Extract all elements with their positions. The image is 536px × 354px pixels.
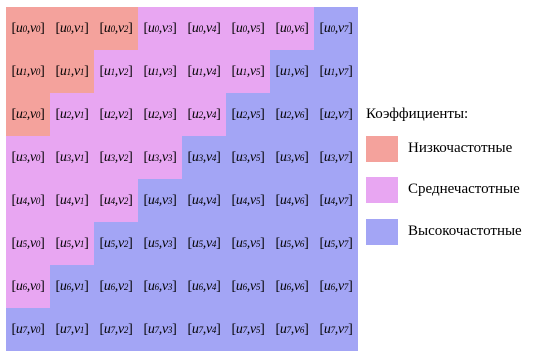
- coefficient-cell: [u 0 ,v 3]: [138, 7, 182, 50]
- coefficient-cell: [u 6 ,v 2]: [94, 265, 138, 308]
- coefficient-cell: [u 3 ,v 3]: [138, 136, 182, 179]
- coefficient-cell: [u 0 ,v 5]: [226, 7, 270, 50]
- coefficient-cell: [u 4 ,v 5]: [226, 179, 270, 222]
- coefficient-cell: [u 3 ,v 2]: [94, 136, 138, 179]
- coefficient-cell: [u 5 ,v 1]: [50, 222, 94, 265]
- coefficient-cell: [u 7 ,v 7]: [314, 308, 358, 351]
- coefficient-cell: [u 2 ,v 5]: [226, 93, 270, 136]
- coefficient-cell: [u 6 ,v 1]: [50, 265, 94, 308]
- legend-label-mid: Среднечастотные: [408, 181, 520, 197]
- coefficient-cell: [u 7 ,v 5]: [226, 308, 270, 351]
- coefficient-cell: [u 1 ,v 2]: [94, 50, 138, 93]
- coefficient-cell: [u 7 ,v 4]: [182, 308, 226, 351]
- coefficient-cell: [u 6 ,v 0]: [6, 265, 50, 308]
- coefficient-cell: [u 1 ,v 6]: [270, 50, 314, 93]
- coefficient-cell: [u 4 ,v 4]: [182, 179, 226, 222]
- coefficient-cell: [u 1 ,v 7]: [314, 50, 358, 93]
- coefficient-cell: [u 1 ,v 5]: [226, 50, 270, 93]
- legend-label-high: Высокочастотные: [408, 223, 522, 239]
- coefficient-cell: [u 4 ,v 0]: [6, 179, 50, 222]
- coefficient-cell: [u 7 ,v 0]: [6, 308, 50, 351]
- coefficient-cell: [u 5 ,v 2]: [94, 222, 138, 265]
- coefficient-cell: [u 3 ,v 6]: [270, 136, 314, 179]
- coefficient-cell: [u 5 ,v 7]: [314, 222, 358, 265]
- coefficient-cell: [u 0 ,v 0]: [6, 7, 50, 50]
- legend-item-high: Высокочастотные: [366, 219, 534, 245]
- coefficient-cell: [u 6 ,v 4]: [182, 265, 226, 308]
- high-frequency-swatch: [366, 219, 398, 245]
- coefficient-cell: [u 5 ,v 6]: [270, 222, 314, 265]
- coefficient-cell: [u 4 ,v 6]: [270, 179, 314, 222]
- coefficient-cell: [u 0 ,v 1]: [50, 7, 94, 50]
- legend-item-low: Низкочастотные: [366, 136, 534, 162]
- coefficient-cell: [u 3 ,v 0]: [6, 136, 50, 179]
- coefficient-cell: [u 1 ,v 0]: [6, 50, 50, 93]
- legend: Коэффициенты: Низкочастотные Среднечасто…: [366, 106, 534, 246]
- coefficient-cell: [u 6 ,v 7]: [314, 265, 358, 308]
- coefficient-cell: [u 2 ,v 7]: [314, 93, 358, 136]
- low-frequency-swatch: [366, 136, 398, 162]
- coefficient-grid: [u 0 ,v 0][u 0 ,v 1][u 0 ,v 2][u 0 ,v 3][u 0 ,v 4][u 0 ,v…: [6, 7, 358, 351]
- coefficient-cell: [u 5 ,v 0]: [6, 222, 50, 265]
- legend-title: Коэффициенты:: [366, 106, 469, 122]
- coefficient-cell: [u 3 ,v 4]: [182, 136, 226, 179]
- coefficient-cell: [u 0 ,v 4]: [182, 7, 226, 50]
- legend-item-mid: Среднечастотные: [366, 177, 534, 203]
- coefficient-cell: [u 1 ,v 3]: [138, 50, 182, 93]
- coefficient-cell: [u 5 ,v 3]: [138, 222, 182, 265]
- coefficient-cell: [u 5 ,v 4]: [182, 222, 226, 265]
- coefficient-cell: [u 0 ,v 7]: [314, 7, 358, 50]
- coefficient-cell: [u 3 ,v 5]: [226, 136, 270, 179]
- coefficient-cell: [u 2 ,v 2]: [94, 93, 138, 136]
- coefficient-cell: [u 7 ,v 3]: [138, 308, 182, 351]
- coefficient-cell: [u 4 ,v 2]: [94, 179, 138, 222]
- coefficient-cell: [u 1 ,v 4]: [182, 50, 226, 93]
- coefficient-cell: [u 2 ,v 3]: [138, 93, 182, 136]
- coefficient-cell: [u 1 ,v 1]: [50, 50, 94, 93]
- coefficient-cell: [u 0 ,v 6]: [270, 7, 314, 50]
- coefficient-cell: [u 4 ,v 7]: [314, 179, 358, 222]
- coefficient-cell: [u 3 ,v 7]: [314, 136, 358, 179]
- coefficient-cell: [u 5 ,v 5]: [226, 222, 270, 265]
- coefficient-cell: [u 2 ,v 6]: [270, 93, 314, 136]
- mid-frequency-swatch: [366, 177, 398, 203]
- coefficient-cell: [u 0 ,v 2]: [94, 7, 138, 50]
- coefficient-cell: [u 2 ,v 4]: [182, 93, 226, 136]
- coefficient-cell: [u 7 ,v 6]: [270, 308, 314, 351]
- coefficient-cell: [u 4 ,v 1]: [50, 179, 94, 222]
- legend-label-low: Низкочастотные: [408, 140, 513, 156]
- coefficient-cell: [u 6 ,v 5]: [226, 265, 270, 308]
- coefficient-cell: [u 6 ,v 6]: [270, 265, 314, 308]
- coefficient-cell: [u 3 ,v 1]: [50, 136, 94, 179]
- coefficient-cell: [u 7 ,v 1]: [50, 308, 94, 351]
- coefficient-cell: [u 7 ,v 2]: [94, 308, 138, 351]
- coefficient-cell: [u 2 ,v 1]: [50, 93, 94, 136]
- coefficient-cell: [u 2 ,v 0]: [6, 93, 50, 136]
- coefficient-cell: [u 4 ,v 3]: [138, 179, 182, 222]
- coefficient-cell: [u 6 ,v 3]: [138, 265, 182, 308]
